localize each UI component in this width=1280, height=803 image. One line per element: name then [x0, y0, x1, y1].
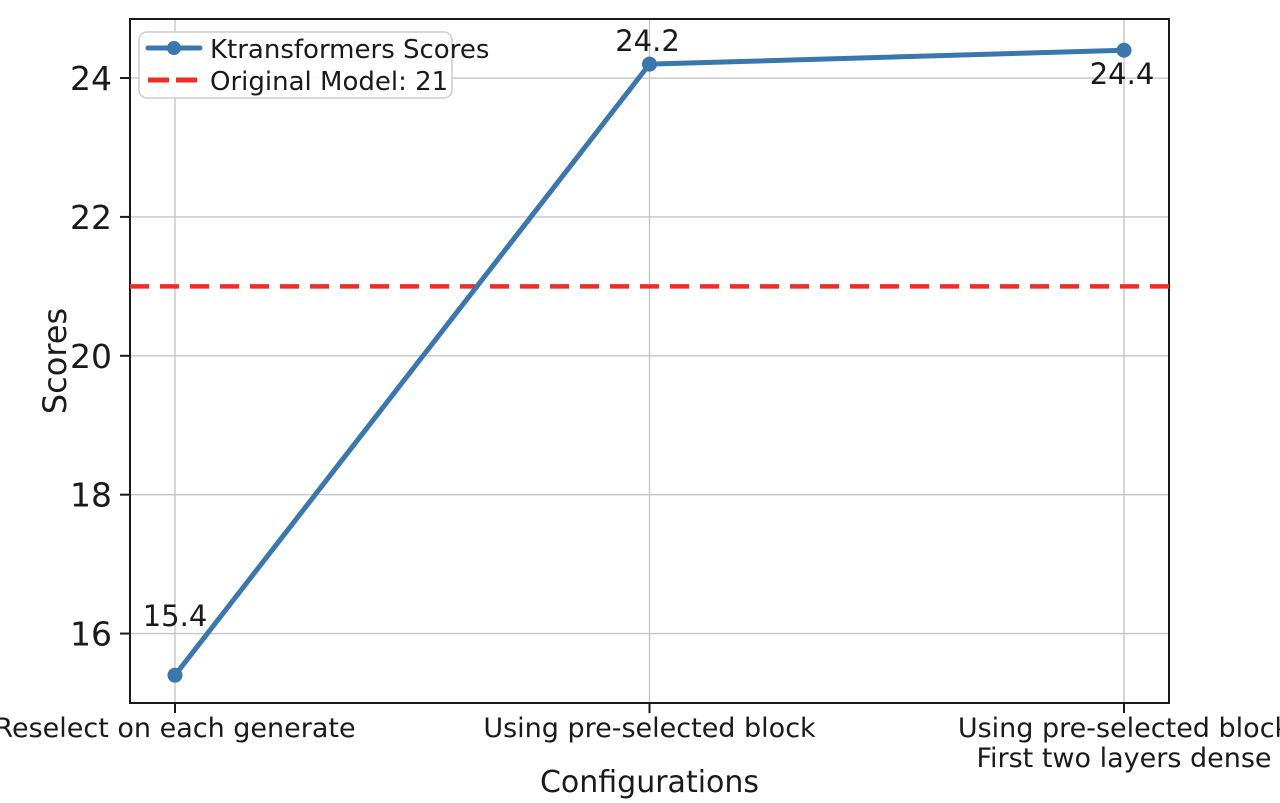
x-tick-label: Using pre-selected block [483, 713, 816, 744]
data-point-label: 15.4 [143, 599, 208, 633]
y-tick-label: 24 [70, 59, 112, 98]
legend-entry-label: Ktransformers Scores [210, 35, 489, 65]
data-point-marker [167, 667, 183, 683]
data-point-marker [642, 56, 657, 72]
legend-entry-label: Original Model: 21 [210, 67, 448, 97]
x-tick-label: First two layers dense [976, 743, 1271, 774]
y-tick-label: 18 [70, 476, 112, 515]
y-tick-label: 20 [70, 337, 112, 376]
x-axis-label: Configurations [540, 765, 759, 800]
data-point-label: 24.4 [1090, 57, 1155, 91]
y-axis-label: Scores [36, 308, 74, 414]
data-point-marker [1116, 42, 1132, 58]
legend-box [138, 31, 453, 99]
y-tick-label: 22 [70, 198, 112, 237]
y-tick-label: 16 [70, 615, 112, 654]
x-tick-label: Using pre-selected block [958, 713, 1280, 744]
x-tick-label: Reselect on each generate [0, 713, 356, 744]
data-point-label: 24.2 [615, 24, 680, 58]
legend-marker-icon [167, 41, 181, 55]
